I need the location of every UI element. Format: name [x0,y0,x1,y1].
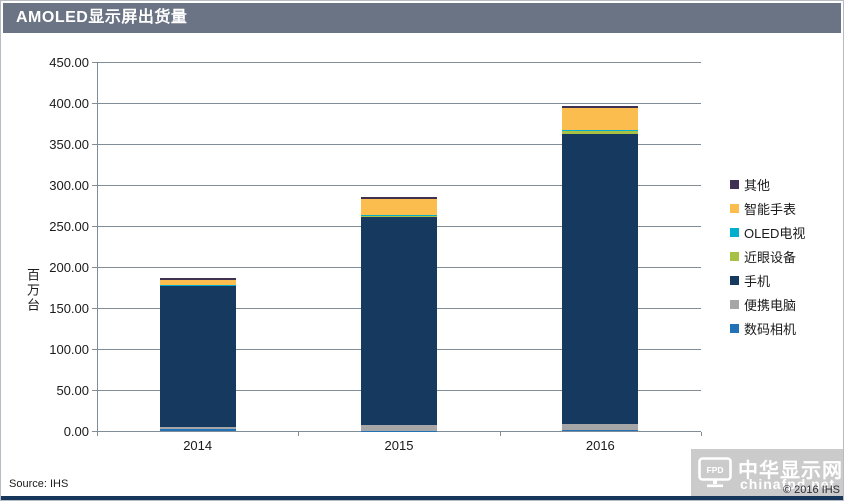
grid-line [97,144,701,145]
grid-line [97,103,701,104]
y-tick-label: 150.00 [49,301,89,316]
y-tick-label: 100.00 [49,342,89,357]
legend-label: 其他 [744,177,771,193]
legend-swatch [730,179,739,189]
bar-segment-便携电脑-2015 [361,424,437,431]
y-tick-label: 50.00 [56,383,89,398]
svg-text:FPD: FPD [707,465,724,475]
y-axis-tick [92,62,97,63]
bar-segment-手机-2016 [562,133,639,425]
legend-item-智能手表: 智能手表 [730,196,805,220]
watermark-site-url: chinafpd.net [740,476,836,492]
bar-segment-其他-2014 [159,278,236,280]
bar-segment-便携电脑-2014 [159,426,236,429]
fpd-monitor-icon: FPD [698,457,732,488]
bar-segment-手机-2014 [159,285,236,427]
bar-segment-智能手表-2016 [562,108,639,130]
y-axis-line [97,62,98,432]
x-axis-tick [499,432,501,436]
y-axis-tick [92,226,97,227]
copyright-label: © 2016 IHS [782,484,840,496]
legend-label: 数码相机 [744,321,797,337]
y-tick-label: 200.00 [49,260,89,275]
legend: 其他智能手表 OLED电视 近眼设备手机便携电脑数码相机 [730,172,805,340]
legend-swatch [730,203,739,213]
watermark-site-name: 中华显示网 [738,460,843,482]
y-axis-tick [92,308,97,309]
legend-label: 智能手表 [744,201,797,217]
y-axis-tick [92,267,97,268]
legend-swatch [730,275,739,285]
bottom-accent-bar [1,496,843,500]
bar-segment-数码相机-2016 [562,430,639,431]
x-tick-label-2016: 2016 [585,438,615,453]
y-axis-tick [92,431,97,432]
y-axis-tick [92,185,97,186]
y-tick-label: 350.00 [49,137,89,152]
x-axis-tick [298,432,300,436]
bar-segment-近眼设备-2014 [159,285,236,286]
bar-segment-数码相机-2014 [159,428,236,431]
grid-line [97,431,701,432]
bar-segment-便携电脑-2016 [562,424,639,431]
legend-item-便携电脑: 便携电脑 [730,292,805,316]
grid-line [97,185,701,186]
chart-title: AMOLED显示屏出货量 [3,3,841,33]
y-tick-label: 450.00 [49,55,89,70]
y-tick-label: 400.00 [49,96,89,111]
x-tick-label-2015: 2015 [384,438,414,453]
y-tick-label: 250.00 [49,219,89,234]
y-tick-label: 0.00 [63,424,89,439]
y-axis-tick [92,349,97,350]
legend-item-近眼设备: 近眼设备 [730,244,805,268]
x-axis-tick [97,432,98,436]
y-axis-tick [92,390,97,391]
legend-item-手机: 手机 [730,268,805,292]
plot-area: 0.00 50.00 100.00 150.00 200.00 250.00 300.00 3… [1,33,843,498]
y-axis-title: 百万台 [25,268,40,313]
grid-line [97,62,701,63]
bar-segment-其他-2016 [562,106,639,109]
legend-swatch [730,251,739,261]
bar-segment-智能手表-2014 [159,279,236,285]
legend-item-数码相机: 数码相机 [730,316,805,340]
watermark: FPD 中华显示网 chinafpd.net © 2016 IHS [691,449,843,498]
x-axis-tick [701,432,702,436]
y-axis-tick [92,103,97,104]
legend-swatch [730,227,739,237]
bar-segment-智能手表-2015 [361,198,437,215]
legend-label: 手机 [744,273,771,289]
legend-swatch [730,323,739,333]
bar-segment-近眼设备-2016 [562,130,639,134]
legend-label: 近眼设备 [744,249,797,265]
bar-segment-手机-2015 [361,217,437,425]
y-tick-label: 300.00 [49,178,89,193]
y-axis-tick [92,144,97,145]
legend-swatch [730,299,739,309]
x-tick-label-2014: 2014 [183,438,213,453]
bar-segment-其他-2015 [361,196,437,199]
legend-label: OLED电视 [744,225,806,241]
legend-item-其他: 其他 [730,172,805,196]
legend-label: 便携电脑 [744,297,797,313]
bar-segment-近眼设备-2015 [361,215,437,218]
legend-item-OLED电视: OLED电视 [730,220,805,244]
source-label: Source: IHS [9,478,69,490]
bar-segment-OLED电视-2016 [562,129,639,131]
